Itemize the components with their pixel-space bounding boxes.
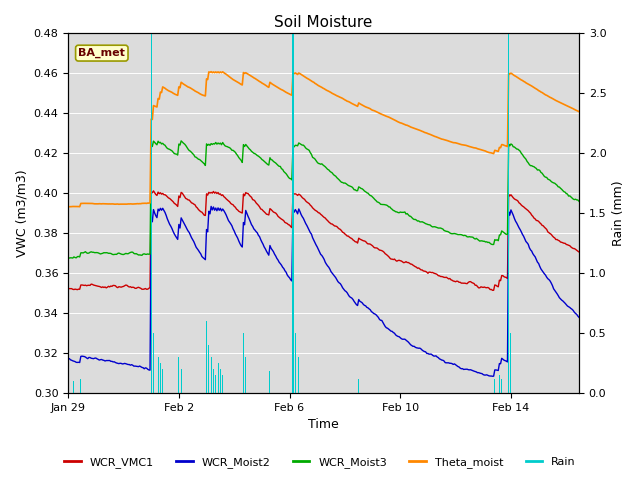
Bar (162, 369, 163, 393)
Bar (160, 363, 161, 393)
Bar (208, 345, 209, 393)
X-axis label: Time: Time (308, 419, 339, 432)
Bar (243, 333, 244, 393)
Bar (180, 369, 182, 393)
Bar (222, 375, 223, 393)
Bar (215, 375, 216, 393)
Bar (358, 379, 359, 393)
Title: Soil Moisture: Soil Moisture (275, 15, 372, 30)
Y-axis label: VWC (m3/m3): VWC (m3/m3) (15, 169, 28, 257)
Legend: WCR_VMC1, WCR_Moist2, WCR_Moist3, Theta_moist, Rain: WCR_VMC1, WCR_Moist2, WCR_Moist3, Theta_… (60, 452, 580, 472)
Bar (501, 379, 502, 393)
Bar (245, 357, 246, 393)
Bar (508, 33, 509, 393)
Bar (153, 333, 154, 393)
Bar (298, 357, 300, 393)
Bar (220, 369, 221, 393)
Bar (494, 379, 495, 393)
Bar (269, 372, 271, 393)
Bar (211, 357, 212, 393)
Bar (206, 321, 207, 393)
Bar (213, 369, 214, 393)
Bar (295, 333, 296, 393)
Text: BA_met: BA_met (78, 48, 125, 58)
Y-axis label: Rain (mm): Rain (mm) (612, 180, 625, 246)
Bar (80, 379, 81, 393)
Bar (499, 375, 500, 393)
Bar (218, 363, 219, 393)
Bar (150, 33, 152, 393)
Bar (157, 357, 159, 393)
Bar (292, 33, 294, 393)
